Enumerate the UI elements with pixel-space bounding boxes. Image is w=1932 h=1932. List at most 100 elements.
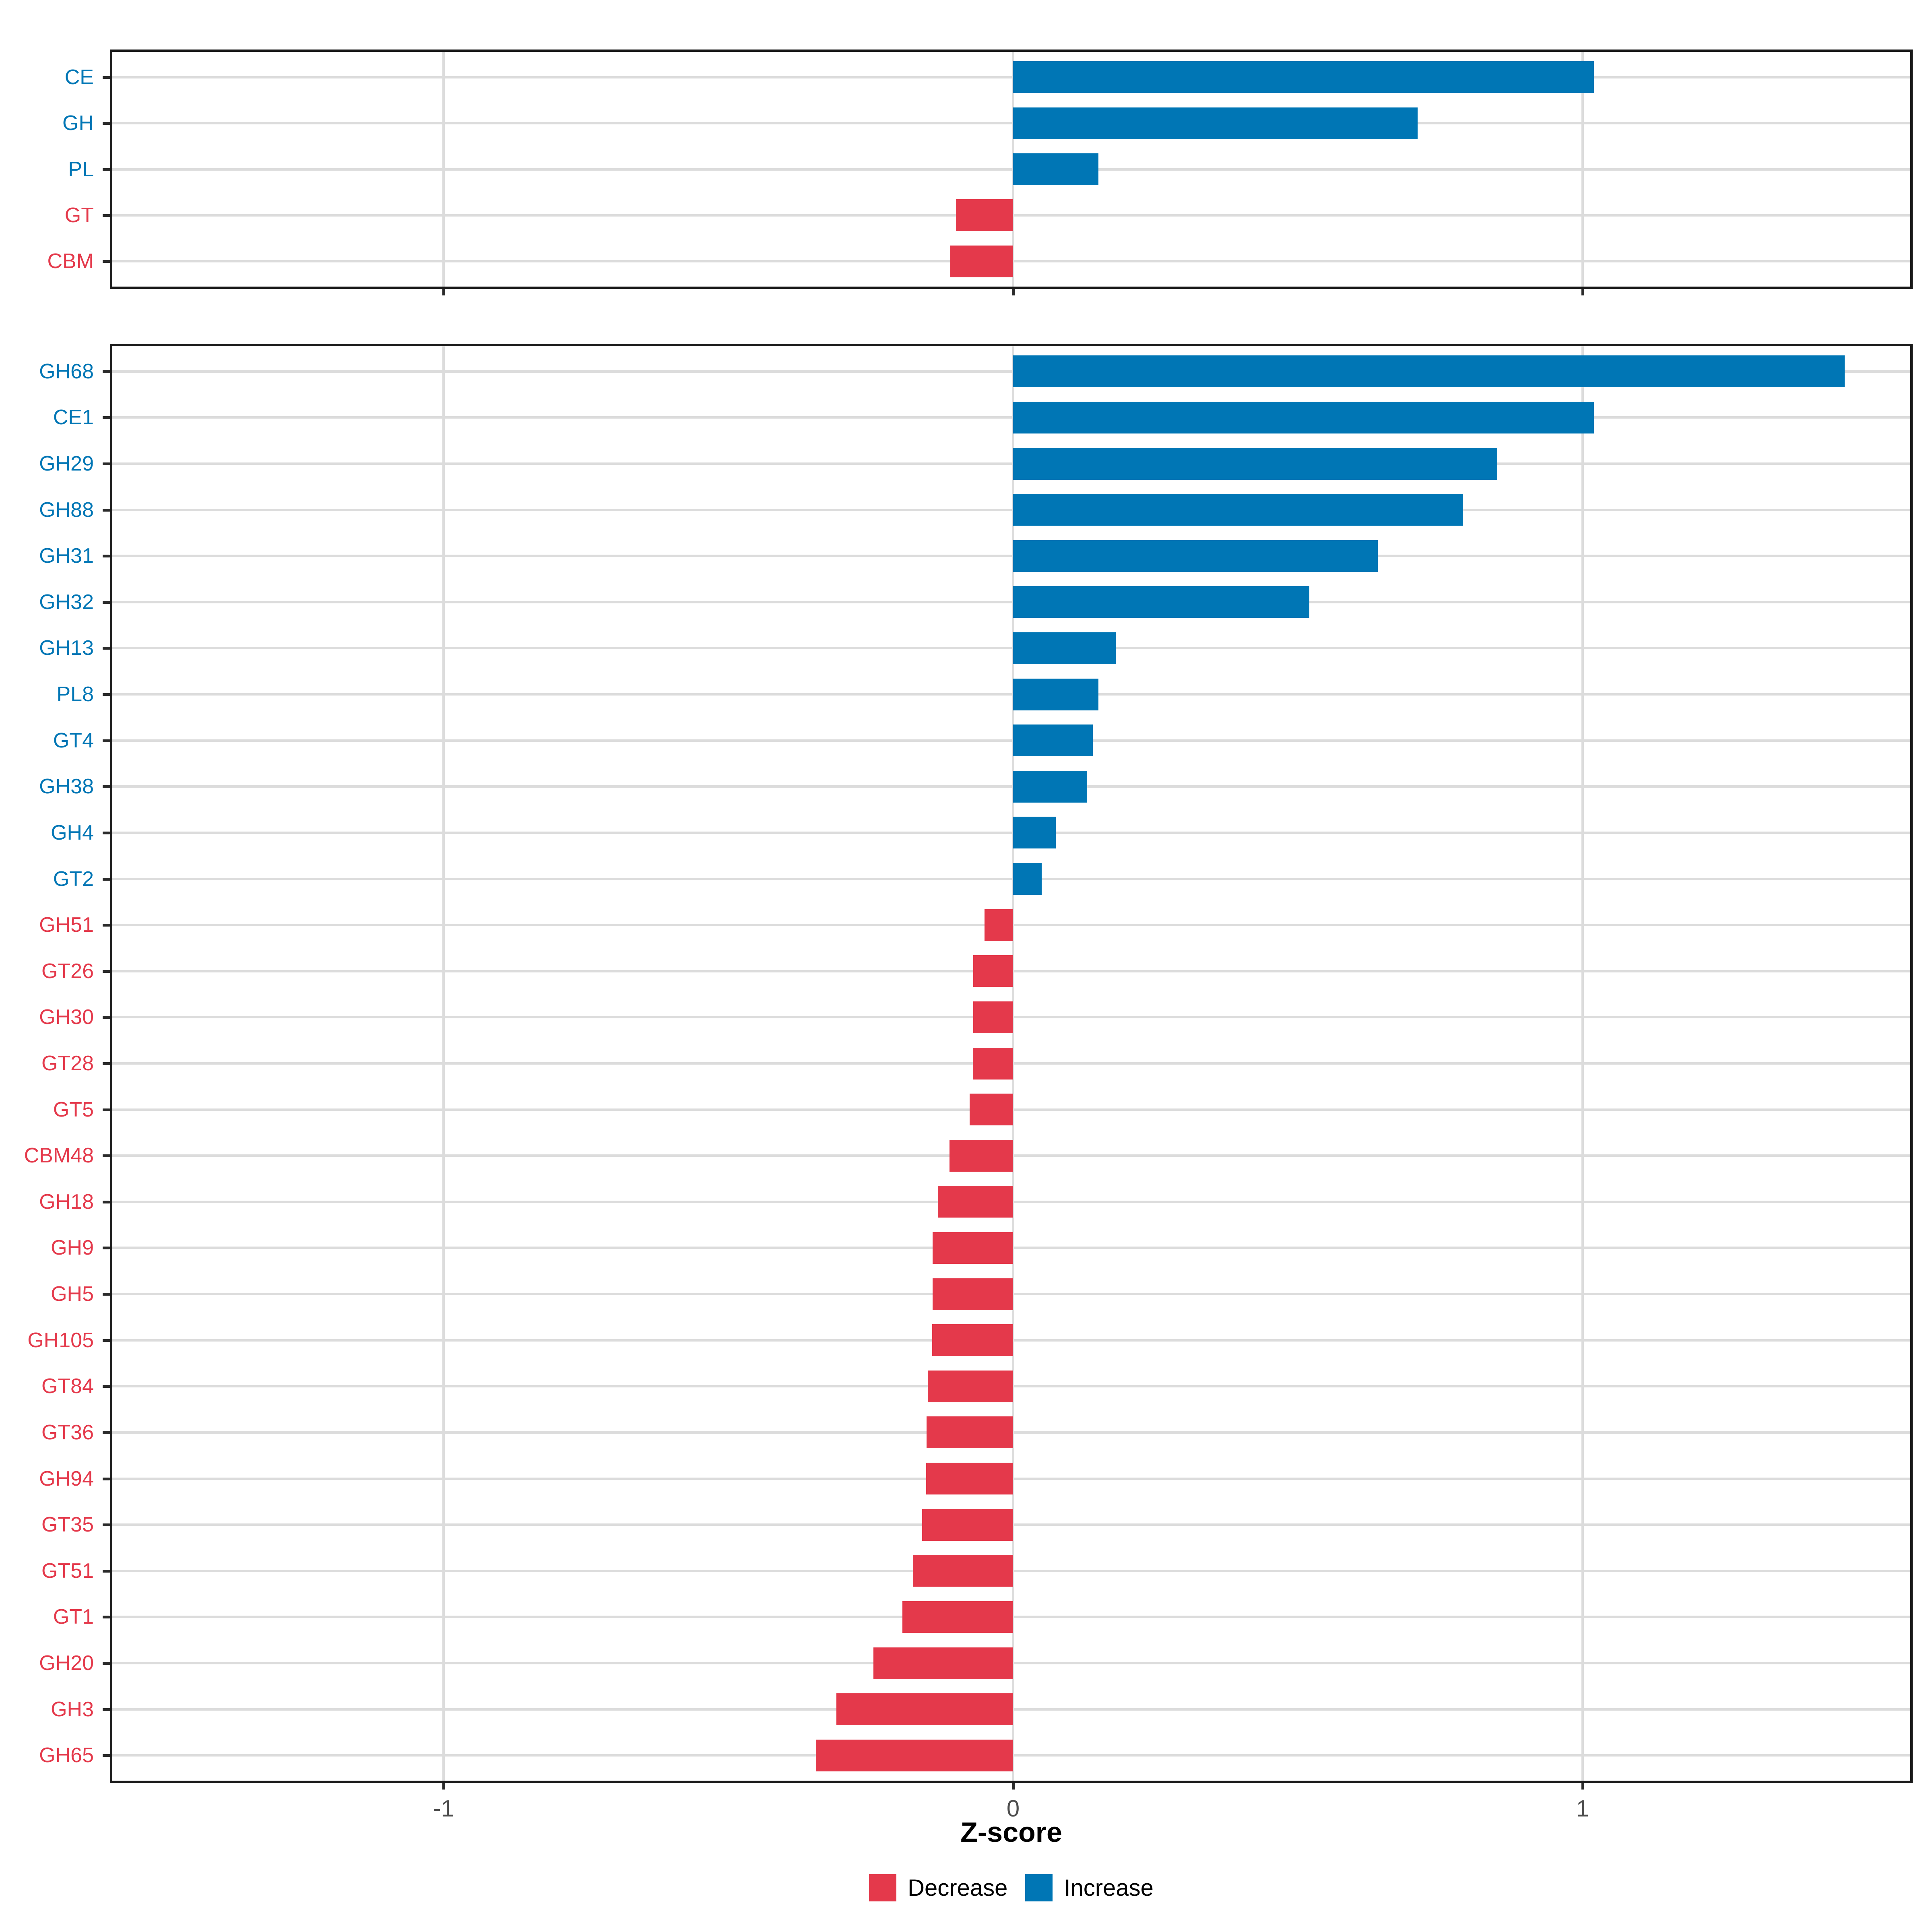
decrease-swatch-icon xyxy=(869,1874,897,1901)
y-tick xyxy=(103,370,110,373)
bar-GT5 xyxy=(970,1094,1013,1125)
y-tick xyxy=(103,214,110,217)
y-tick xyxy=(103,1708,110,1711)
bar-GT1 xyxy=(902,1601,1013,1633)
y-tick xyxy=(103,1108,110,1111)
category-gridline xyxy=(110,601,1913,603)
y-label-GT36: GT36 xyxy=(41,1421,94,1444)
y-label-GT51: GT51 xyxy=(41,1559,94,1583)
legend-label-decrease: Decrease xyxy=(908,1874,1008,1901)
bottom-panel xyxy=(110,344,1913,1783)
x-tick xyxy=(1012,1783,1015,1790)
category-gridline xyxy=(110,76,1913,78)
y-tick xyxy=(103,1339,110,1342)
y-label-GT26: GT26 xyxy=(41,960,94,983)
bar-GT35 xyxy=(922,1509,1013,1541)
y-label-GH5: GH5 xyxy=(51,1282,94,1306)
y-label-GT: GT xyxy=(64,204,94,227)
bar-PL8 xyxy=(1013,679,1098,710)
y-tick xyxy=(103,260,110,263)
y-tick xyxy=(103,1016,110,1019)
y-label-CE: CE xyxy=(64,66,94,89)
bar-CE xyxy=(1013,61,1594,93)
y-tick xyxy=(103,785,110,788)
legend-item-decrease: Decrease xyxy=(869,1874,1007,1901)
category-gridline xyxy=(110,785,1913,788)
increase-swatch-icon xyxy=(1025,1874,1053,1901)
bar-GT28 xyxy=(973,1048,1013,1080)
y-label-GH88: GH88 xyxy=(39,498,94,522)
y-tick xyxy=(103,832,110,834)
y-label-GT84: GT84 xyxy=(41,1375,94,1398)
y-tick xyxy=(103,509,110,512)
y-label-GT5: GT5 xyxy=(53,1098,94,1121)
category-gridline xyxy=(110,647,1913,650)
category-gridline xyxy=(110,168,1913,171)
y-label-PL8: PL8 xyxy=(56,683,94,706)
y-tick xyxy=(103,555,110,557)
y-tick xyxy=(103,1247,110,1249)
y-tick xyxy=(103,878,110,881)
y-tick xyxy=(103,1662,110,1665)
bar-GT51 xyxy=(913,1555,1013,1587)
bar-GH88 xyxy=(1013,494,1463,526)
y-label-GT4: GT4 xyxy=(53,729,94,752)
legend-label-increase: Increase xyxy=(1064,1874,1154,1901)
y-label-GH105: GH105 xyxy=(27,1329,94,1352)
y-label-GH3: GH3 xyxy=(51,1698,94,1721)
bar-GH31 xyxy=(1013,540,1378,572)
y-label-GH51: GH51 xyxy=(39,913,94,937)
bar-GT36 xyxy=(927,1416,1013,1448)
legend: Decrease Increase xyxy=(110,1874,1913,1901)
y-label-GT1: GT1 xyxy=(53,1605,94,1629)
y-tick xyxy=(103,739,110,742)
y-tick xyxy=(103,76,110,79)
y-label-GH31: GH31 xyxy=(39,544,94,568)
x-tick xyxy=(1581,289,1584,295)
y-tick xyxy=(103,1523,110,1526)
y-label-GH20: GH20 xyxy=(39,1651,94,1675)
y-label-GH18: GH18 xyxy=(39,1190,94,1214)
y-label-GT2: GT2 xyxy=(53,867,94,891)
x-tick xyxy=(442,1783,445,1790)
y-tick xyxy=(103,924,110,927)
bar-GH105 xyxy=(932,1324,1013,1356)
bar-GH13 xyxy=(1013,632,1116,664)
category-gridline xyxy=(110,462,1913,465)
bar-GT2 xyxy=(1013,863,1042,895)
y-tick xyxy=(103,1154,110,1157)
category-gridline xyxy=(110,122,1913,125)
y-label-CBM: CBM xyxy=(47,250,94,273)
y-tick xyxy=(103,1385,110,1388)
y-label-CBM48: CBM48 xyxy=(24,1144,94,1167)
category-gridline xyxy=(110,831,1913,834)
y-tick xyxy=(103,122,110,125)
y-label-GH38: GH38 xyxy=(39,775,94,798)
category-gridline xyxy=(110,877,1913,880)
bar-CBM xyxy=(950,246,1013,277)
y-label-PL: PL xyxy=(68,158,94,181)
y-label-GH94: GH94 xyxy=(39,1467,94,1490)
category-gridline xyxy=(110,555,1913,557)
bar-PL xyxy=(1013,153,1098,185)
bar-GH94 xyxy=(926,1463,1013,1494)
y-tick xyxy=(103,1754,110,1757)
category-gridline xyxy=(110,416,1913,419)
bar-GH xyxy=(1013,107,1418,139)
y-tick xyxy=(103,647,110,650)
bar-GH20 xyxy=(873,1647,1013,1679)
y-label-GH13: GH13 xyxy=(39,636,94,660)
bar-GH5 xyxy=(933,1278,1013,1310)
y-tick xyxy=(103,1616,110,1618)
y-tick xyxy=(103,1431,110,1434)
bar-GH18 xyxy=(938,1186,1013,1218)
y-label-CE1: CE1 xyxy=(53,406,94,429)
y-tick xyxy=(103,1570,110,1573)
bar-CE1 xyxy=(1013,402,1594,433)
bar-GH30 xyxy=(973,1001,1013,1033)
y-tick xyxy=(103,1201,110,1203)
bar-GT84 xyxy=(928,1371,1013,1402)
bar-GT26 xyxy=(973,955,1013,987)
y-label-GH32: GH32 xyxy=(39,590,94,614)
y-tick xyxy=(103,693,110,696)
